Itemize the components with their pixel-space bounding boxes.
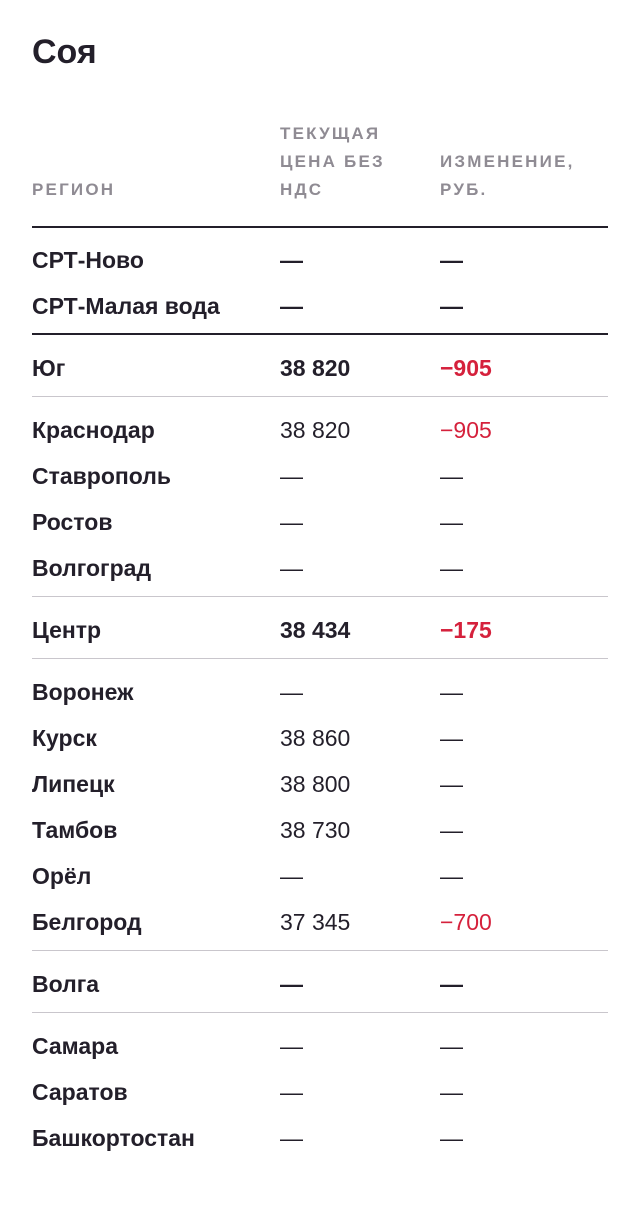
row-region: Волга [32,971,100,997]
row-price: — [280,863,303,889]
table-row: Тамбов 38 730 — [32,810,608,850]
row-change: — [440,1079,463,1105]
table-row: Волгоград — — [32,548,608,588]
table-row: Белгород 37 345 −700 [32,902,608,942]
row-region: Центр [32,617,102,643]
row-price: — [280,679,303,705]
row-change: −700 [440,909,492,935]
row-price: — [280,555,303,581]
row-region: Башкортостан [32,1125,195,1151]
row-change: — [440,817,463,843]
row-price: 38 730 [280,817,351,843]
column-header-change: ИЗМЕНЕНИЕ, РУБ. [440,152,575,199]
row-price: 38 434 [280,617,351,643]
row-region: Ростов [32,509,113,535]
table-row-district: Юг 38 820 −905 [32,348,608,388]
row-region: СРТ-Малая вода [32,293,220,319]
row-price: 37 345 [280,909,351,935]
header-divider [32,226,608,228]
table-header: РЕГИОН ТЕКУЩАЯ ЦЕНА БЕЗ НДС ИЗМЕНЕНИЕ, Р… [32,120,608,228]
section-divider [32,596,608,597]
table-row: Орёл — — [32,856,608,896]
column-header-price: ТЕКУЩАЯ ЦЕНА БЕЗ НДС [280,124,385,199]
row-divider [32,658,608,659]
row-change: — [440,1125,463,1151]
row-region: СРТ-Ново [32,247,144,273]
table-row: Курск 38 860 — [32,718,608,758]
table-row: Краснодар 38 820 −905 [32,410,608,450]
row-change: — [440,1033,463,1059]
row-change: — [440,247,463,273]
row-price: — [280,247,303,273]
row-price: — [280,1079,303,1105]
row-region: Ставрополь [32,463,172,489]
row-change: — [440,679,463,705]
row-change: — [440,863,463,889]
row-change: — [440,725,463,751]
row-price: — [280,1125,303,1151]
row-change: — [440,971,463,997]
row-price: — [280,971,303,997]
table-row: Воронеж — — [32,672,608,712]
table-row: Самара — — [32,1026,608,1066]
row-change: −905 [440,417,492,443]
column-header-region: РЕГИОН [32,180,116,199]
row-change: — [440,771,463,797]
table-row: Башкортостан — — [32,1118,608,1158]
row-region: Белгород [32,909,142,935]
section-divider [32,333,608,335]
row-change: — [440,293,463,319]
table-row: Саратов — — [32,1072,608,1112]
row-region: Липецк [32,771,115,797]
row-price: 38 820 [280,417,351,443]
row-divider [32,1012,608,1013]
row-divider [32,396,608,397]
row-change: — [440,555,463,581]
row-change: — [440,509,463,535]
row-region: Самара [32,1033,119,1059]
row-change: −175 [440,617,492,643]
section-divider [32,950,608,951]
row-price: 38 860 [280,725,351,751]
row-region: Воронеж [32,679,134,705]
row-price: — [280,509,303,535]
table-row: Ставрополь — — [32,456,608,496]
table-row: Липецк 38 800 — [32,764,608,804]
row-price: 38 800 [280,771,351,797]
row-price: — [280,463,303,489]
row-price: 38 820 [280,355,351,381]
table-row: СРТ-Малая вода — — [32,286,608,326]
row-region: Юг [32,355,66,381]
table-row: СРТ-Ново — — [32,240,608,280]
row-region: Краснодар [32,417,155,443]
row-region: Саратов [32,1079,128,1105]
row-region: Орёл [32,863,92,889]
table-row: Ростов — — [32,502,608,542]
table-row-district: Центр 38 434 −175 [32,610,608,650]
row-change: — [440,463,463,489]
row-price: — [280,293,303,319]
table-row-district: Волга — — [32,964,608,1004]
row-price: — [280,1033,303,1059]
row-region: Тамбов [32,817,118,843]
row-region: Волгоград [32,555,152,581]
row-region: Курск [32,725,97,751]
page-title: Соя [32,33,97,71]
row-change: −905 [440,355,492,381]
